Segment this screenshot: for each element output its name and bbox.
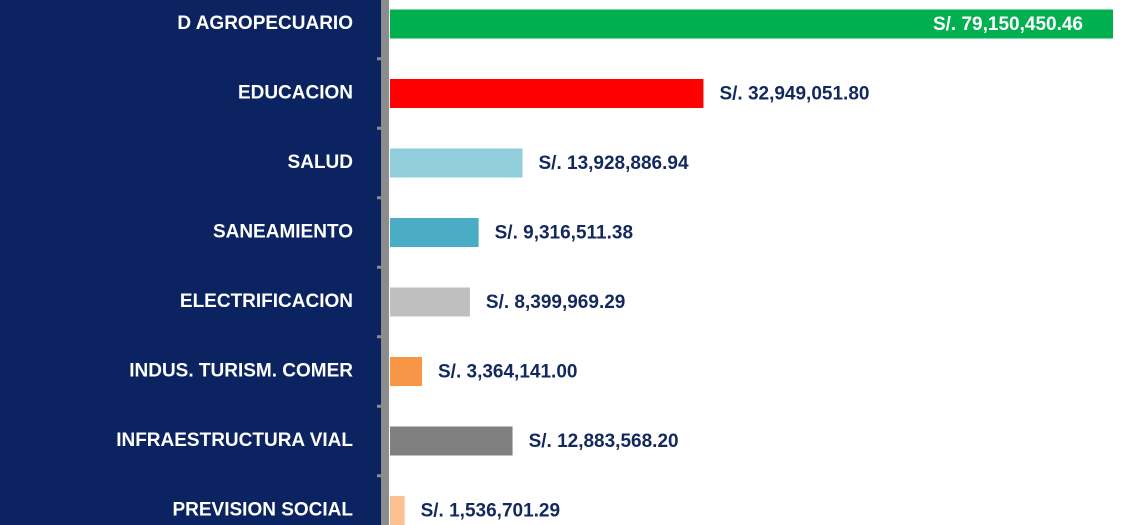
tick-mark — [377, 335, 389, 339]
bar — [390, 357, 423, 386]
bar — [390, 9, 1113, 39]
category-label: INFRAESTRUCTURA VIAL — [116, 430, 353, 451]
tick-mark — [377, 265, 389, 269]
value-label: S/. 9,316,511.38 — [495, 223, 633, 244]
axis-line — [381, 0, 389, 525]
value-label: S/. 79,150,450.46 — [933, 14, 1083, 35]
bar — [390, 287, 470, 317]
bar — [390, 148, 523, 178]
category-label: SANEAMIENTO — [213, 222, 353, 243]
category-label: SALUD — [288, 152, 353, 173]
bar — [390, 496, 405, 525]
value-label: S/. 32,949,051.80 — [719, 84, 869, 105]
bar — [390, 79, 704, 108]
value-label: S/. 13,928,886.94 — [539, 153, 689, 174]
tick-mark — [377, 57, 389, 61]
category-label: EDUCACION — [238, 83, 353, 104]
category-panel — [0, 0, 381, 525]
value-label: S/. 1,536,701.29 — [421, 501, 560, 522]
tick-mark — [377, 126, 389, 130]
category-label: ELECTRIFICACION — [180, 291, 353, 312]
bar — [390, 426, 513, 456]
tick-mark — [377, 196, 389, 200]
value-label: S/. 8,399,969.29 — [486, 292, 625, 313]
value-label: S/. 12,883,568.20 — [529, 431, 679, 452]
category-label: D AGROPECUARIO — [177, 13, 353, 34]
tick-mark — [377, 474, 389, 478]
value-label: S/. 3,364,141.00 — [438, 362, 577, 383]
category-label: PREVISION SOCIAL — [172, 500, 353, 521]
category-label: INDUS. TURISM. COMER — [129, 361, 353, 382]
tick-mark — [377, 404, 389, 408]
bar — [390, 218, 479, 247]
